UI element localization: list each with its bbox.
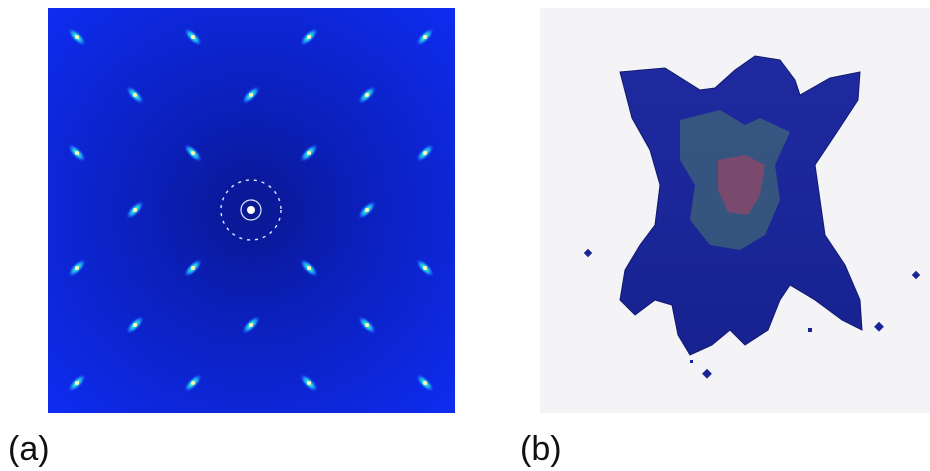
peak-core: [75, 35, 79, 39]
peak-core: [133, 93, 137, 97]
peak-core: [249, 93, 253, 97]
peak-core: [365, 208, 369, 212]
peak-core: [191, 35, 195, 39]
center-beam: [247, 206, 255, 214]
figure: (a) (b): [0, 0, 930, 471]
peak-core: [423, 35, 427, 39]
peak-core: [365, 93, 369, 97]
peak-core: [307, 266, 311, 270]
peak-core: [75, 266, 79, 270]
peak-core: [423, 266, 427, 270]
peak-core: [365, 323, 369, 327]
peak-core: [307, 151, 311, 155]
peak-core: [133, 323, 137, 327]
peak-core: [75, 381, 79, 385]
peak-core: [249, 323, 253, 327]
peak-core: [191, 266, 195, 270]
peak-core: [307, 35, 311, 39]
peak-core: [133, 208, 137, 212]
peak-core: [191, 381, 195, 385]
peak-core: [423, 381, 427, 385]
peak-core: [423, 151, 427, 155]
panel-label: (a): [8, 430, 50, 468]
panel-label: (b): [520, 430, 562, 468]
peak-core: [191, 151, 195, 155]
peak-core: [75, 151, 79, 155]
peak-core: [307, 381, 311, 385]
